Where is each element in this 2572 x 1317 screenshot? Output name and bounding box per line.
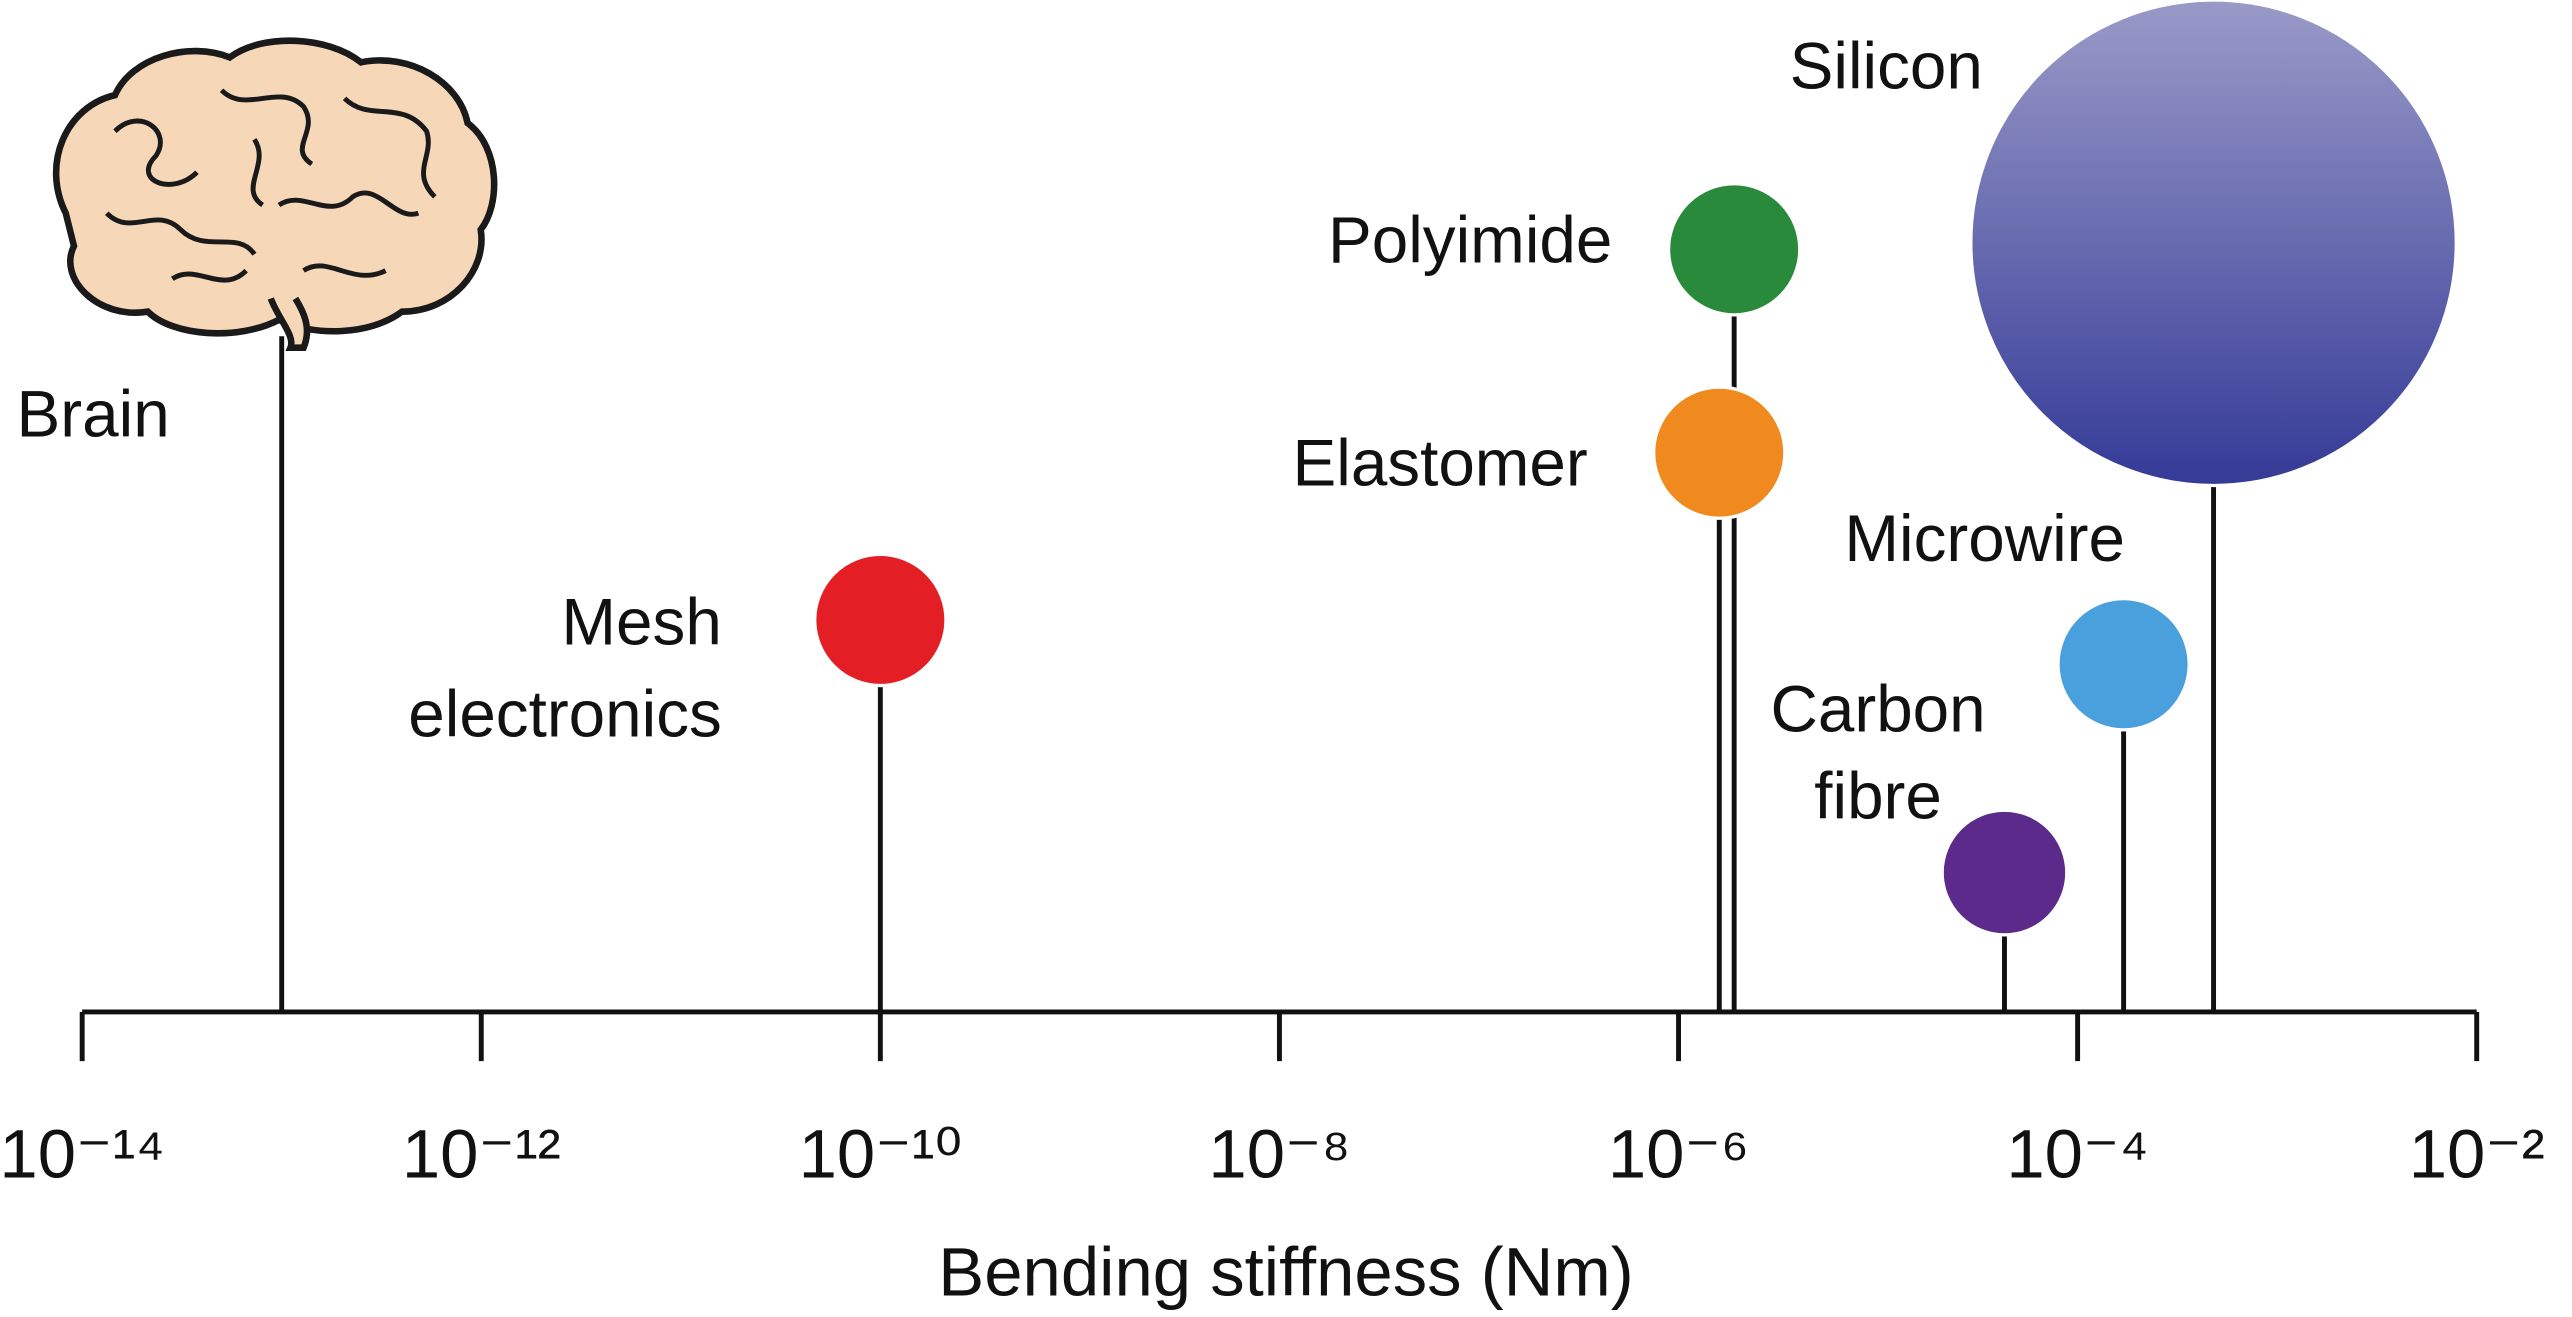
x-tick-label: 10⁻⁸ (1208, 1116, 1350, 1193)
point-label: electronics (408, 677, 722, 750)
x-axis-title: Bending stiffness (Nm) (938, 1234, 1633, 1311)
page: {"chart_data": { "type": "lollipop", "x_… (0, 0, 2572, 1317)
point-label: Elastomer (1292, 426, 1587, 499)
x-tick-label: 10⁻⁶ (1608, 1116, 1749, 1193)
chart: Bending stiffness (Nm) 10⁻¹⁴ 10⁻¹² 10⁻¹⁰ 10… (0, 0, 2572, 1317)
point-label: Microwire (1844, 502, 2125, 575)
x-tick-label: 10⁻¹⁰ (799, 1116, 963, 1193)
x-tick-label: 10⁻¹² (402, 1116, 561, 1193)
point-label: Silicon (1790, 30, 1983, 103)
point-label: Mesh (561, 586, 721, 659)
x-tick-label: 10⁻¹⁴ (0, 1116, 165, 1193)
x-tick-label: 10⁻² (2409, 1116, 2545, 1193)
bubble (815, 554, 946, 685)
bubble (1669, 184, 1800, 315)
point-label: Carbon (1771, 672, 1986, 745)
brain-icon (56, 41, 494, 348)
bubble (1942, 810, 2067, 935)
bubble (1654, 387, 1785, 518)
bubble (1971, 0, 2456, 485)
point-label: Polyimide (1328, 203, 1612, 276)
point-label: fibre (1814, 759, 1942, 832)
bubble (2058, 599, 2189, 730)
x-tick-label: 10⁻⁴ (2006, 1116, 2149, 1193)
point-label: Brain (17, 377, 170, 450)
